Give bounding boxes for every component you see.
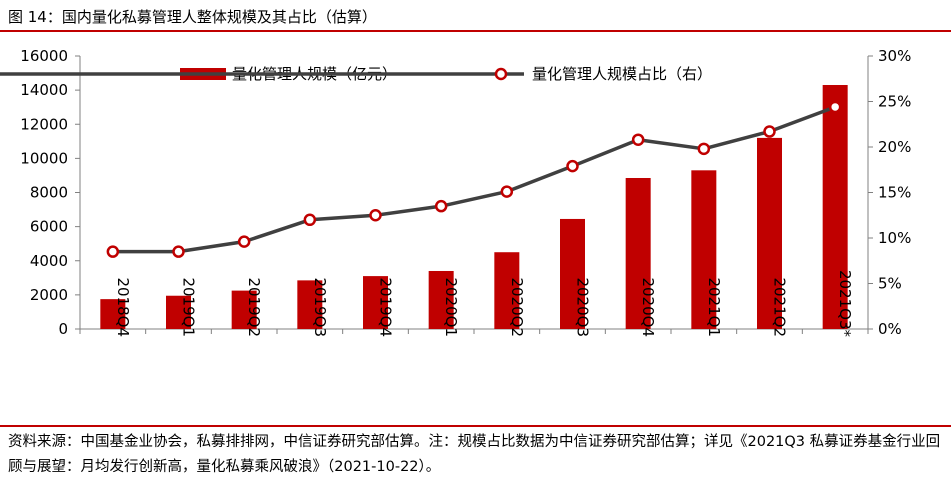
bottom-rule [0, 425, 951, 427]
y2-tick-label: 5% [878, 275, 902, 293]
y-tick-label: 6000 [30, 218, 68, 236]
bar [297, 280, 323, 329]
chart: 0 2000 4000 6000 8000 10000 12000 14000 16000 0% 5… [0, 47, 911, 338]
x-tick-label: 2021Q1 [705, 277, 723, 337]
y2-tick-label: 30% [878, 47, 911, 65]
x-tick-label: 2020Q3 [574, 277, 592, 337]
line-point [828, 100, 842, 114]
line-point [763, 125, 776, 138]
y-tick-label: 2000 [30, 286, 68, 304]
x-tick-label: 2021Q2 [771, 277, 789, 337]
bar [100, 299, 126, 329]
line-point [500, 185, 514, 198]
legend-line-label: 量化管理人规模占比（右） [532, 65, 712, 83]
axis-labels: 0 2000 4000 6000 8000 10000 12000 14000 16000 0% 5… [20, 47, 911, 338]
x-tick-label: 2019Q1 [180, 277, 198, 337]
x-tick-label: 2020Q4 [639, 277, 657, 337]
top-rule [0, 30, 951, 32]
bar [691, 170, 717, 329]
bar-series [100, 85, 848, 329]
bar [428, 270, 454, 329]
x-tick-label: 2018Q4 [114, 277, 132, 337]
y-tick-label: 14000 [20, 81, 68, 99]
line-point [106, 245, 120, 258]
y-tick-label: 12000 [20, 115, 68, 133]
line-point [172, 245, 185, 258]
x-tick-label: 2019Q3 [311, 277, 329, 337]
x-tick-label: 2021Q3* [836, 270, 854, 338]
y-tick-label: 0 [58, 320, 68, 338]
legend: 量化管理人规模（亿元） 量化管理人规模占比（右） [0, 65, 712, 83]
line-point [631, 133, 645, 146]
line-point [566, 159, 579, 173]
y-tick-label: 8000 [30, 184, 68, 202]
y-tick-label: 10000 [20, 149, 68, 167]
figure-title: 图 14：国内量化私募管理人整体规模及其占比（估算） [8, 8, 377, 26]
line-point [369, 209, 382, 222]
axes [75, 55, 873, 334]
bar [822, 85, 848, 329]
y2-tick-label: 10% [878, 229, 911, 247]
bar [166, 295, 191, 329]
x-tick-label: 2020Q1 [442, 277, 460, 337]
bar [625, 177, 651, 329]
y-tick-label: 16000 [20, 47, 68, 65]
x-tick-label: 2019Q4 [377, 277, 395, 337]
bar [363, 276, 388, 329]
y2-tick-label: 25% [878, 93, 911, 111]
line-point [303, 213, 317, 227]
x-tick-label: 2019Q2 [245, 277, 263, 337]
x-tick-label: 2020Q2 [508, 277, 526, 337]
line-point [697, 142, 711, 156]
y2-tick-label: 0% [878, 320, 902, 338]
legend-line-marker [494, 67, 508, 81]
line-point [434, 199, 448, 213]
source-note: 资料来源：中国基金业协会，私募排排网，中信证券研究部估算。注：规模占比数据为中信… [8, 434, 941, 475]
y2-tick-label: 15% [878, 184, 911, 202]
y-tick-label: 4000 [30, 252, 68, 270]
bar [757, 137, 782, 329]
bar [231, 290, 257, 329]
bar [494, 252, 520, 329]
line-point [237, 235, 251, 248]
y2-tick-label: 20% [878, 138, 911, 156]
line-series [106, 100, 842, 258]
bar [560, 218, 585, 329]
line-path [112, 105, 836, 254]
